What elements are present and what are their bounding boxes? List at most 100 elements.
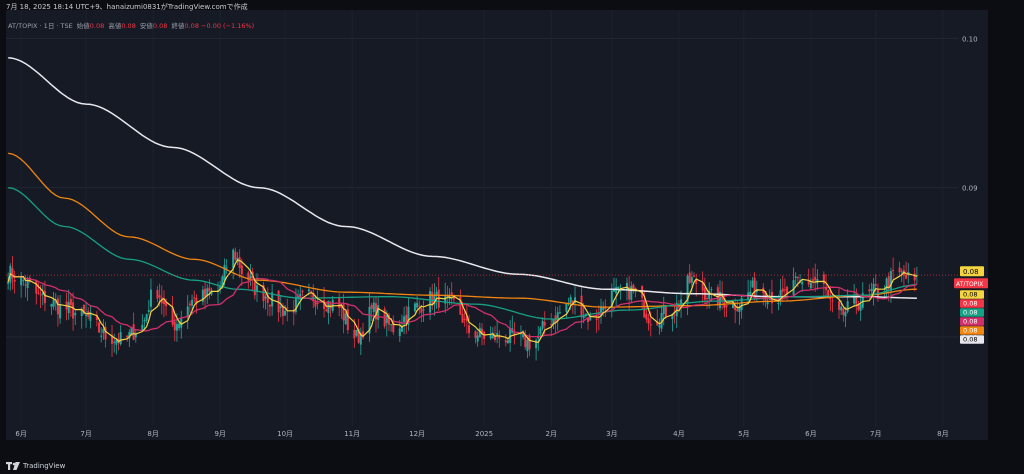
candle-body[interactable] (69, 299, 72, 306)
candle-body[interactable] (625, 283, 628, 290)
candle-body[interactable] (80, 309, 83, 316)
ma-value-tag[interactable] (960, 317, 984, 326)
candle-body[interactable] (102, 328, 105, 333)
candle-body[interactable] (476, 335, 479, 342)
candle-body[interactable] (543, 321, 546, 326)
candle-body[interactable] (13, 279, 16, 282)
candle-body[interactable] (43, 290, 46, 304)
candle-body[interactable] (463, 318, 466, 320)
candle-body[interactable] (284, 310, 287, 316)
candle-body[interactable] (753, 277, 756, 296)
candle-body[interactable] (731, 302, 734, 309)
ma-fast-line[interactable] (7, 259, 918, 344)
candle-body[interactable] (481, 328, 483, 335)
candle-body[interactable] (297, 295, 300, 300)
candle-body[interactable] (465, 316, 468, 322)
candle-body[interactable] (612, 289, 615, 292)
candle-body[interactable] (688, 272, 691, 283)
candle-body[interactable] (450, 292, 453, 296)
candle-body[interactable] (706, 298, 709, 300)
candle-body[interactable] (342, 304, 345, 321)
candle-body[interactable] (749, 291, 752, 295)
ma-orange-line[interactable] (8, 152, 917, 308)
candle-body[interactable] (286, 307, 289, 309)
tradingview-logo-icon[interactable] (6, 462, 20, 470)
candle-body[interactable] (725, 305, 728, 308)
candle-body[interactable] (491, 332, 494, 339)
candle-body[interactable] (859, 304, 862, 311)
candle-body[interactable] (825, 287, 828, 290)
candle-body[interactable] (526, 339, 529, 352)
candle-body[interactable] (392, 321, 395, 333)
candle-body[interactable] (130, 327, 133, 336)
candle-body[interactable] (72, 302, 75, 319)
candle-body[interactable] (100, 335, 103, 337)
candle-body[interactable] (489, 334, 492, 339)
candle-body[interactable] (26, 279, 29, 289)
candle-body[interactable] (738, 306, 741, 312)
candle-body[interactable] (885, 278, 888, 294)
candle-body[interactable] (39, 294, 42, 296)
candle-body[interactable] (126, 335, 129, 338)
candle-body[interactable] (145, 314, 148, 321)
candle-body[interactable] (693, 275, 696, 277)
candle-body[interactable] (602, 306, 605, 311)
candle-body[interactable] (323, 300, 326, 309)
candle-body[interactable] (188, 303, 191, 306)
candle-body[interactable] (143, 320, 146, 322)
candle-body[interactable] (387, 314, 390, 325)
candle-body[interactable] (316, 303, 319, 305)
candle-body[interactable] (134, 333, 137, 338)
candle-body[interactable] (710, 289, 713, 291)
candle-body[interactable] (898, 267, 901, 273)
candle-body[interactable] (580, 295, 583, 318)
candle-body[interactable] (671, 314, 674, 320)
candle-body[interactable] (736, 309, 739, 312)
candle-body[interactable] (281, 305, 284, 317)
candle-body[interactable] (556, 312, 559, 321)
candle-body[interactable] (610, 290, 613, 308)
candle-body[interactable] (522, 333, 525, 338)
candle-body[interactable] (615, 287, 618, 294)
candle-body[interactable] (353, 329, 356, 339)
candle-body[interactable] (686, 275, 689, 304)
candle-body[interactable] (405, 314, 408, 323)
candle-body[interactable] (240, 265, 243, 275)
candle-body[interactable] (695, 279, 698, 284)
candle-body[interactable] (429, 291, 432, 313)
candle-body[interactable] (792, 280, 795, 295)
candle-body[interactable] (461, 314, 464, 323)
candle-body[interactable] (37, 292, 40, 294)
candle-body[interactable] (253, 282, 256, 296)
candle-body[interactable] (115, 340, 118, 345)
candle-body[interactable] (307, 289, 310, 292)
candle-body[interactable] (708, 290, 711, 300)
candle-body[interactable] (812, 279, 815, 281)
candle-body[interactable] (777, 302, 780, 304)
candle-body[interactable] (186, 306, 189, 318)
candle-body[interactable] (779, 290, 782, 302)
candle-body[interactable] (111, 335, 114, 344)
candle-body[interactable] (225, 267, 228, 269)
candle-body[interactable] (223, 264, 226, 281)
candle-body[interactable] (632, 284, 635, 290)
candle-body[interactable] (913, 273, 916, 281)
candle-body[interactable] (210, 290, 213, 295)
candle-body[interactable] (807, 280, 810, 285)
candle-body[interactable] (541, 321, 544, 329)
candle-body[interactable] (524, 334, 527, 348)
candle-body[interactable] (786, 286, 789, 295)
candle-body[interactable] (589, 314, 592, 321)
candle-body[interactable] (764, 291, 767, 301)
candle-body[interactable] (346, 309, 349, 331)
candle-body[interactable] (195, 297, 198, 305)
candle-body[interactable] (734, 304, 737, 311)
candle-body[interactable] (20, 276, 23, 286)
candle-body[interactable] (889, 271, 892, 291)
candle-body[interactable] (24, 284, 27, 286)
candle-body[interactable] (156, 289, 159, 299)
candle-body[interactable] (861, 293, 864, 308)
candle-body[interactable] (204, 288, 207, 297)
tradingview-brand[interactable]: TradingView (23, 462, 66, 470)
candle-body[interactable] (582, 315, 585, 319)
